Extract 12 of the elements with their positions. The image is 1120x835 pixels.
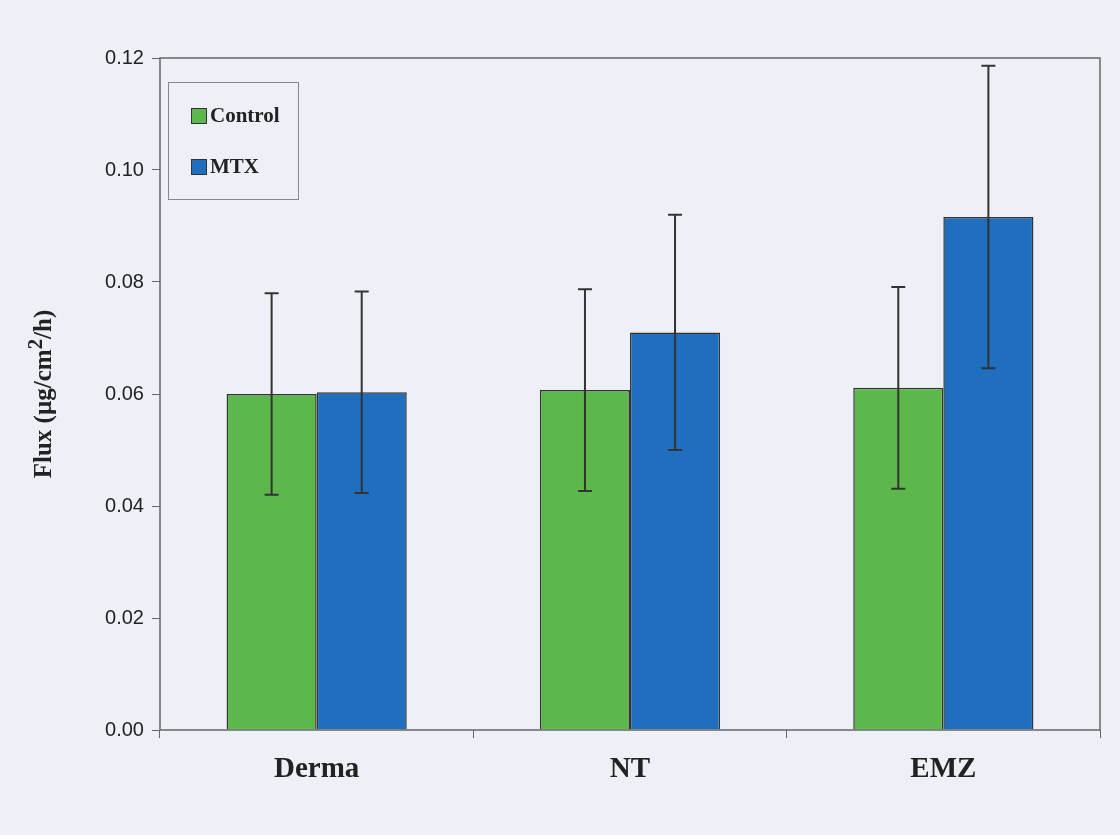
y-tick-label: 0.02 <box>105 605 144 628</box>
y-tick-label: 0.12 <box>105 45 144 68</box>
y-tick-label: 0.04 <box>105 493 144 516</box>
y-tick-label: 0.06 <box>105 381 144 404</box>
legend-label: Control <box>210 103 280 128</box>
x-tick-label: EMZ <box>910 750 977 783</box>
y-tick-label: 0.00 <box>105 717 144 740</box>
y-tick-label: 0.08 <box>105 269 144 292</box>
y-tick-label: 0.10 <box>105 157 144 180</box>
x-tick-label: NT <box>609 750 651 783</box>
legend-label: MTX <box>210 154 259 179</box>
x-tick-label: Derma <box>273 750 360 783</box>
